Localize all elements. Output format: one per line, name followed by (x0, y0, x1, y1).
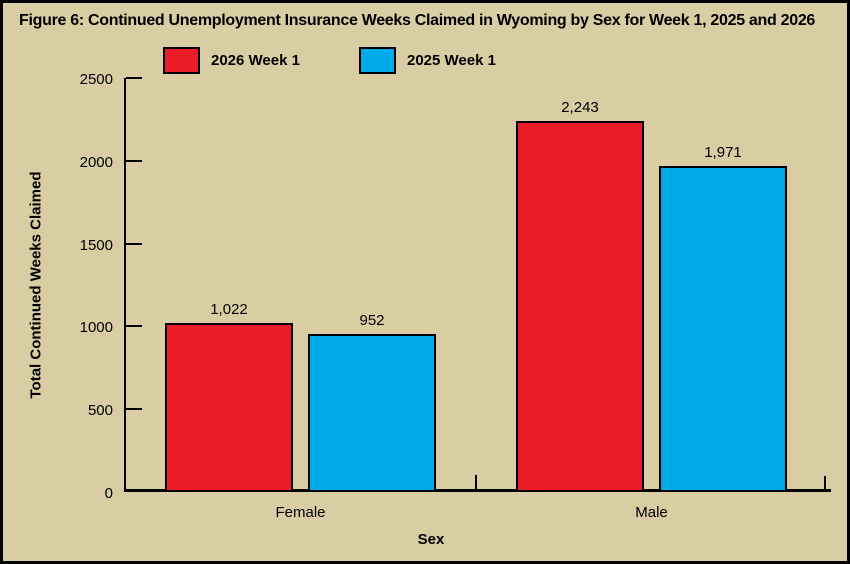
y-tick-mark (126, 325, 142, 328)
legend-item-2025-week-1: 2025 Week 1 (359, 47, 496, 74)
y-axis-line (124, 78, 126, 492)
y-tick-label: 1000 (79, 319, 113, 337)
bar-male-2025-week-1 (659, 166, 787, 492)
legend-label-2026-week-1: 2026 Week 1 (211, 52, 300, 69)
x-category-label-male: Male (635, 504, 668, 521)
plot-area: 0 500 1000 1500 2000 2500 Female 1,022 952 Male 2,… (3, 3, 847, 561)
y-tick-mark (126, 77, 142, 79)
x-axis-title: Sex (417, 531, 445, 548)
bar-male-2026-week-1 (516, 121, 644, 492)
bar-female-2025-week-1 (308, 334, 436, 492)
bar-value-label-male-2026-week-1: 2,243 (561, 99, 599, 116)
x-axis-line (124, 489, 831, 492)
y-tick-mark (126, 242, 142, 245)
legend-label-2025-week-1: 2025 Week 1 (407, 52, 496, 69)
x-axis-end-tick (824, 476, 826, 489)
y-tick-mark (126, 408, 142, 411)
y-tick-label: 1500 (79, 236, 113, 254)
legend-item-2026-week-1: 2026 Week 1 (163, 47, 300, 74)
y-tick-label: 2500 (79, 71, 113, 88)
x-category-label-female: Female (275, 504, 326, 521)
bar-female-2026-week-1 (165, 323, 293, 492)
bar-value-label-female-2025-week-1: 952 (359, 312, 385, 329)
y-tick-mark (126, 159, 142, 162)
legend-swatch-2025-week-1 (359, 47, 396, 74)
chart-title: Figure 6: Continued Unemployment Insuran… (19, 12, 816, 29)
x-axis-boundary-tick (475, 475, 477, 489)
bar-value-label-female-2026-week-1: 1,022 (210, 301, 248, 318)
y-tick-label: 0 (104, 485, 113, 502)
legend-swatch-2026-week-1 (163, 47, 200, 74)
y-tick-label: 2000 (79, 153, 113, 171)
bar-value-label-male-2025-week-1: 1,971 (704, 144, 742, 161)
y-tick-label: 500 (87, 402, 113, 420)
